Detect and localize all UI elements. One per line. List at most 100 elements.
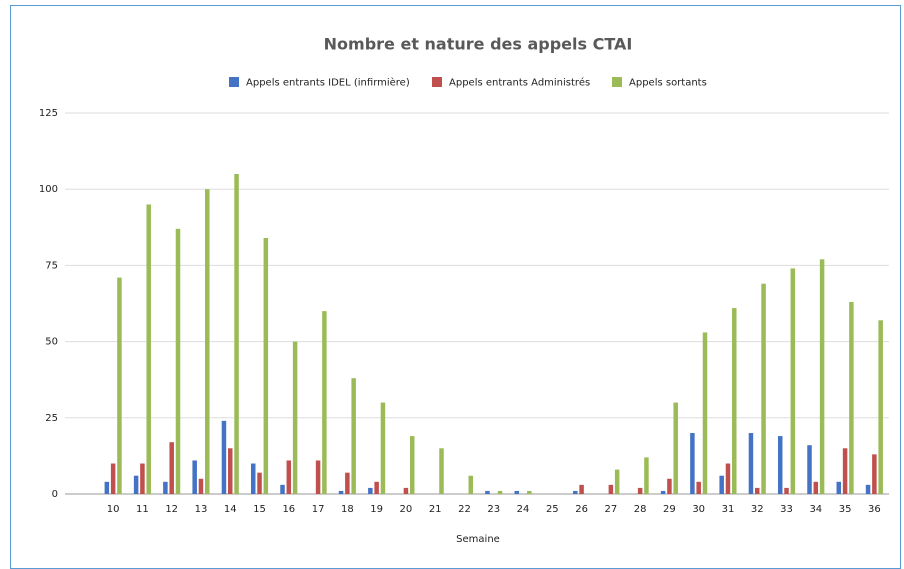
bar: [169, 442, 174, 494]
bar: [849, 301, 854, 494]
x-tick-label: 17: [312, 504, 325, 515]
bar: [777, 436, 783, 494]
bar: [579, 484, 584, 494]
bar: [485, 490, 490, 494]
bar: [140, 463, 145, 494]
bar: [573, 490, 578, 494]
bar: [468, 475, 474, 494]
x-tick-label: 20: [400, 504, 413, 515]
x-tick-label: 24: [517, 504, 530, 515]
bar: [872, 454, 877, 494]
bar: [784, 487, 789, 494]
bar: [673, 402, 678, 494]
bar: [755, 487, 760, 494]
x-tick-label: 18: [341, 504, 354, 515]
bar: [761, 283, 766, 494]
legend-label: Appels sortants: [629, 78, 707, 89]
bar: [690, 433, 695, 494]
legend-label: Appels entrants Administrés: [449, 77, 590, 89]
bar: [702, 332, 708, 494]
bar: [439, 448, 444, 494]
bar: [315, 460, 321, 494]
chart-title: Nombre et nature des appels CTAI: [324, 35, 633, 54]
bar: [292, 341, 298, 494]
x-tick-label: 13: [195, 504, 208, 515]
bar: [234, 173, 239, 494]
bar: [637, 487, 643, 494]
bar: [368, 487, 373, 494]
x-tick-label: 21: [429, 504, 442, 515]
x-tick-label: 34: [809, 504, 822, 515]
x-tick-label: 27: [604, 504, 617, 515]
bar: [351, 378, 356, 494]
bar: [836, 481, 842, 494]
bar: [813, 481, 819, 494]
x-tick-label: 30: [692, 504, 705, 515]
bar: [514, 490, 519, 494]
bar: [345, 472, 350, 494]
legend-swatch: [229, 77, 239, 87]
bar: [228, 448, 233, 494]
x-tick-label: 31: [722, 504, 735, 515]
x-axis-title: Semaine: [456, 534, 500, 545]
bar: [117, 277, 122, 494]
bar: [250, 463, 256, 494]
x-tick-label: 16: [282, 504, 295, 515]
bar: [732, 308, 737, 494]
x-tick-label: 15: [253, 504, 266, 515]
bar: [614, 469, 620, 494]
bar: [257, 472, 262, 494]
x-tick-label: 36: [868, 504, 881, 515]
bar: [322, 311, 327, 494]
bar: [865, 484, 871, 494]
bar: [748, 433, 754, 494]
bar: [409, 436, 415, 494]
bar: [338, 490, 344, 494]
x-tick-label: 32: [751, 504, 764, 515]
bar: [403, 487, 409, 494]
legend-swatch: [432, 77, 442, 87]
bar: [660, 490, 666, 494]
bar: [104, 481, 110, 494]
bar: [725, 463, 731, 494]
y-tick-label: 125: [39, 108, 58, 119]
bar: [133, 475, 139, 494]
x-tick-label: 10: [107, 504, 120, 515]
x-tick-label: 28: [634, 504, 647, 515]
bar: [205, 189, 210, 494]
x-tick-label: 11: [136, 504, 149, 515]
bar: [263, 237, 269, 494]
y-tick-label: 50: [45, 337, 58, 348]
x-tick-label: 25: [546, 504, 559, 515]
y-tick-label: 75: [45, 260, 58, 271]
bar: [842, 448, 848, 494]
bar: [192, 460, 197, 494]
y-tick-label: 100: [39, 184, 58, 195]
bar: [608, 484, 614, 494]
bar: [527, 490, 532, 494]
x-tick-label: 22: [458, 504, 471, 515]
x-tick-label: 19: [370, 504, 383, 515]
x-tick-label: 35: [839, 504, 852, 515]
bar: [644, 457, 649, 494]
x-tick-label: 23: [487, 504, 500, 515]
x-tick-label: 33: [780, 504, 793, 515]
bar: [807, 445, 812, 494]
x-tick-label: 12: [165, 504, 178, 515]
x-tick-label: 14: [224, 504, 237, 515]
bar: [286, 460, 292, 494]
legend-label: Appels entrants IDEL (infirmière): [246, 77, 410, 89]
y-tick-label: 25: [45, 413, 58, 424]
bar: [221, 420, 227, 494]
bar: [719, 475, 724, 494]
bar: [667, 478, 672, 494]
bar: [175, 228, 181, 494]
bar: [280, 484, 285, 494]
bar: [380, 402, 386, 494]
x-tick-label: 29: [663, 504, 676, 515]
bar: [497, 490, 503, 494]
bar: [878, 320, 883, 494]
bar: [819, 259, 825, 494]
